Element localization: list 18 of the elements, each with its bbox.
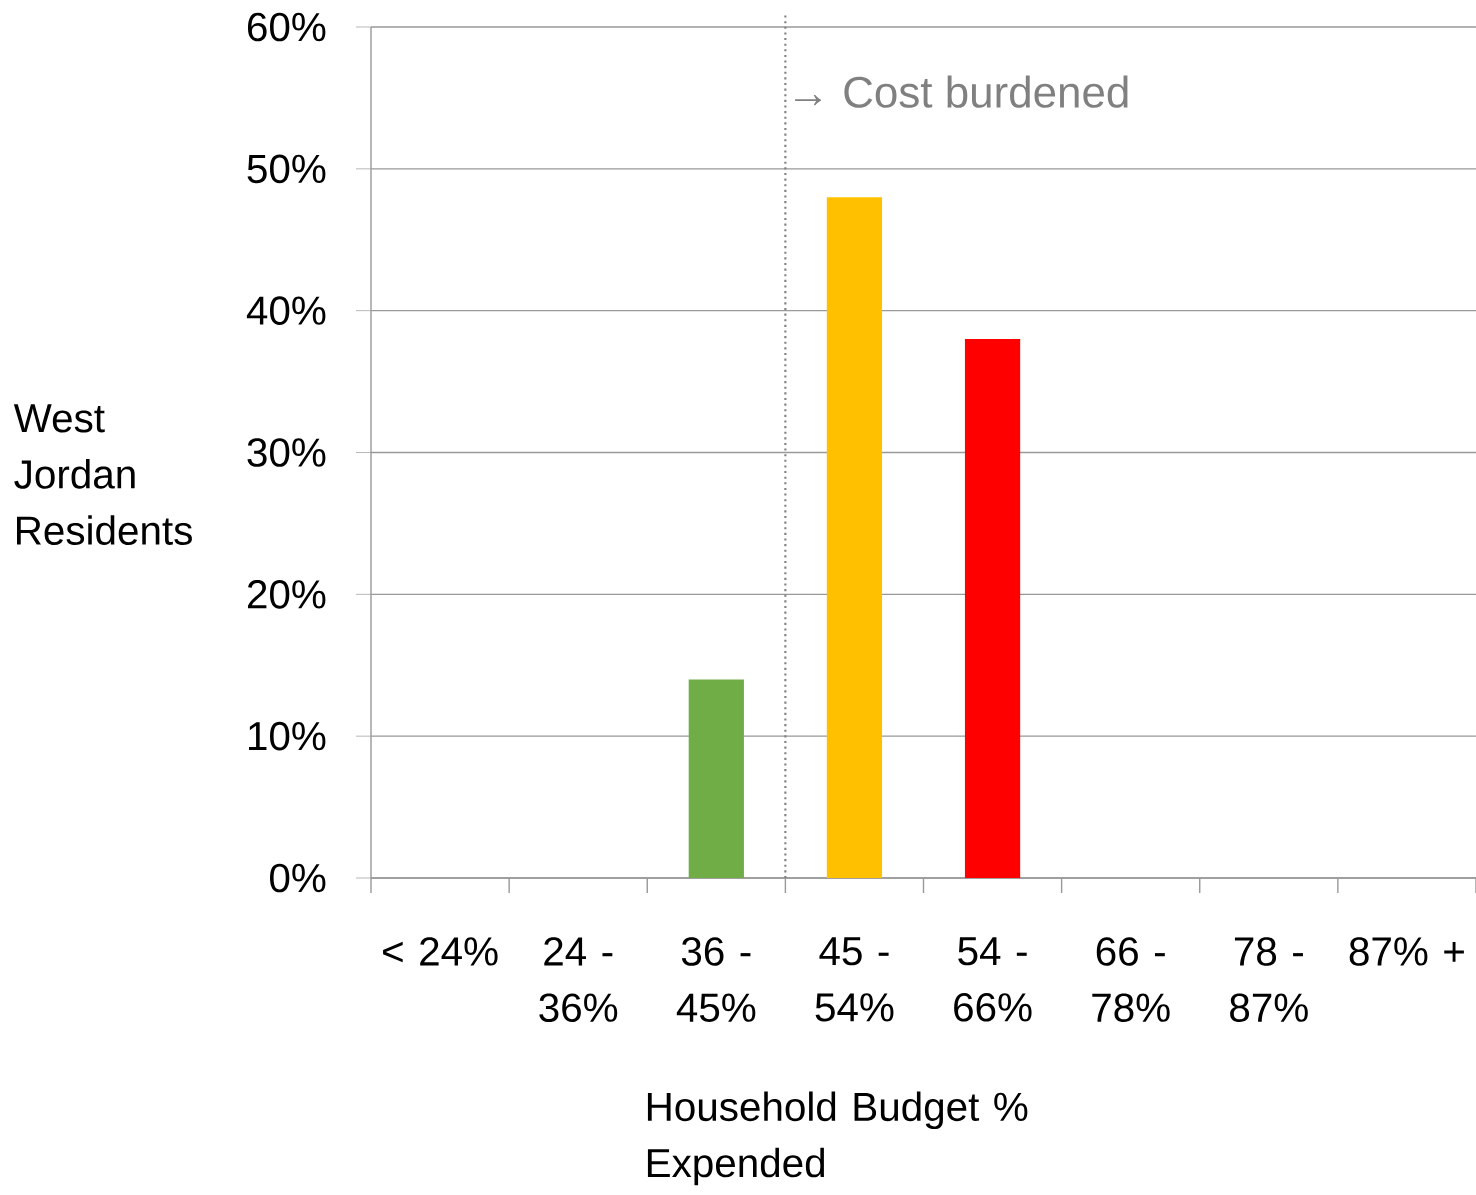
y-tick-label: 10%: [249, 721, 326, 751]
y-axis-title: West Jordan Residents: [13, 404, 192, 545]
y-tick-label: 40%: [246, 296, 326, 325]
x-tick-label: 54 - 66%: [954, 937, 1032, 1022]
x-tick-label: 45 - 54%: [815, 937, 894, 1022]
y-tick-label: 60%: [247, 12, 326, 42]
y-tick-label: 30%: [247, 438, 326, 467]
y-tick-label: 50%: [247, 154, 326, 184]
ref-line-label: → Cost burdened: [795, 75, 1128, 108]
x-axis-title: Household Budget % Expended: [647, 1091, 1028, 1186]
x-tick-label: < 24%: [383, 937, 498, 966]
x-tick-label: 87% +: [1349, 937, 1464, 966]
x-tick-label: 36 - 45%: [676, 937, 756, 1023]
x-tick-label: 24 - 36%: [539, 937, 618, 1023]
x-tick-label: 66 - 78%: [1092, 937, 1170, 1023]
y-tick-label: 20%: [247, 580, 326, 609]
x-tick-label: 78 - 87%: [1230, 937, 1308, 1023]
y-tick-label: 0%: [270, 863, 326, 893]
